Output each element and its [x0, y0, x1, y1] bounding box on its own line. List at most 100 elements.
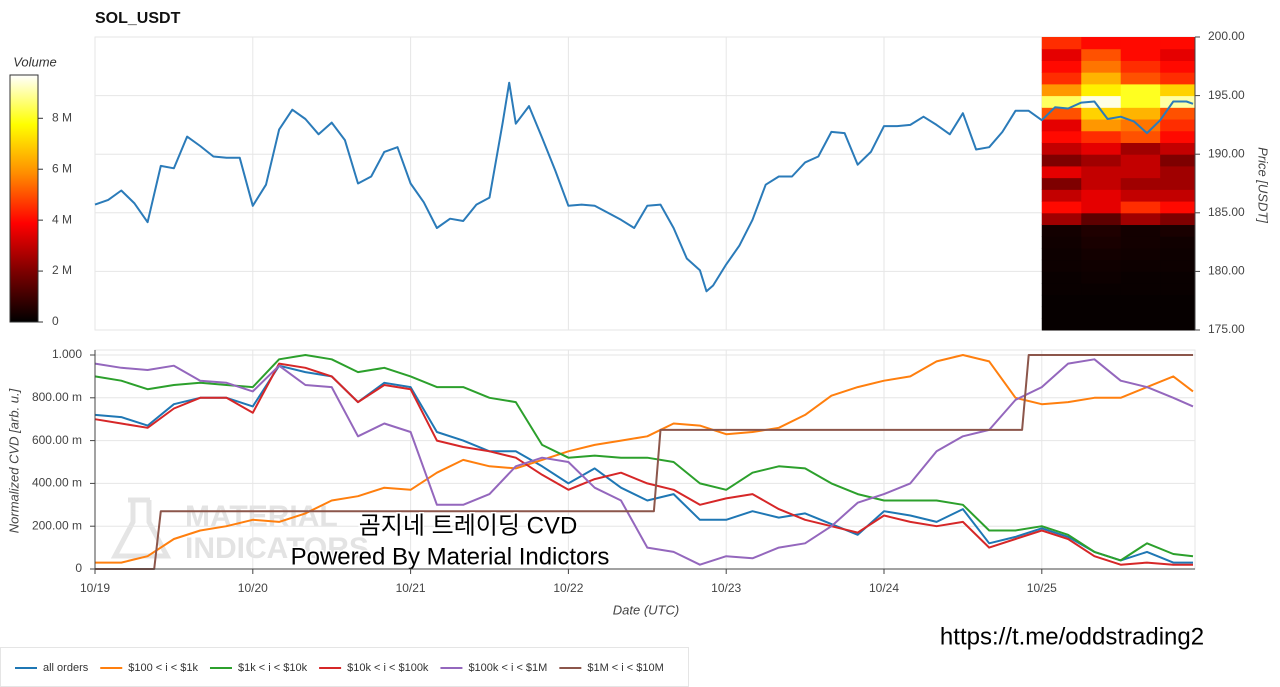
link-text[interactable]: https://t.me/oddstrading2 [940, 623, 1204, 650]
heatmap-cell [1081, 154, 1122, 167]
heatmap-cell [1120, 154, 1161, 167]
colorbar-tick-label: 0 [52, 314, 59, 328]
x-tick-label: 10/25 [1027, 581, 1057, 595]
heatmap-cell [1041, 259, 1082, 272]
heatmap-cell [1081, 60, 1122, 73]
heatmap-cell [1081, 72, 1122, 85]
heatmap-cell [1160, 72, 1196, 85]
heatmap-cell [1041, 130, 1082, 143]
x-axis-title: Date (UTC) [613, 602, 679, 617]
heatmap-cell [1081, 306, 1122, 319]
watermark-text: INDICATORS [185, 532, 369, 565]
heatmap-cell [1041, 60, 1082, 73]
series-line [94, 354, 1194, 562]
heatmap-cell [1160, 318, 1196, 331]
heatmap-cell [1160, 283, 1196, 296]
heatmap-cell [1160, 201, 1196, 214]
y-tick-label: 175.00 [1208, 322, 1245, 336]
y-tick-label: 600.00 m [32, 433, 82, 447]
y-tick-label: 400.00 m [32, 476, 82, 490]
heatmap-cell [1041, 306, 1082, 319]
heatmap-cell [1041, 201, 1082, 214]
series-line [94, 362, 1193, 566]
heatmap-cell [1120, 37, 1161, 50]
heatmap-cell [1041, 247, 1082, 261]
colorbar-tick-label: 8 M [52, 110, 72, 124]
heatmap-cell [1160, 247, 1196, 261]
heatmap-cell [1120, 95, 1161, 108]
heatmap-cell [1120, 271, 1161, 284]
x-tick-label: 10/20 [238, 581, 268, 595]
heatmap-cell [1160, 142, 1196, 155]
heatmap-cell [1120, 130, 1161, 143]
y-tick-label: 195.00 [1208, 88, 1245, 102]
heatmap-cell [1041, 142, 1082, 155]
y-tick-label: 190.00 [1208, 146, 1245, 160]
x-tick-label: 10/22 [553, 581, 583, 595]
price-plot-area [94, 36, 1196, 331]
heatmap-cell [1160, 48, 1196, 61]
heatmap-cell [1041, 294, 1082, 308]
y-tick-label: 180.00 [1208, 264, 1245, 278]
heatmap-cell [1041, 37, 1082, 50]
colorbar-tick-label: 2 M [52, 263, 72, 277]
heatmap-cell [1120, 60, 1161, 73]
heatmap-cell [1081, 119, 1122, 132]
heatmap-cell [1120, 236, 1161, 249]
heatmap-cell [1081, 130, 1122, 143]
heatmap-cell [1081, 224, 1122, 237]
heatmap-cell [1120, 72, 1161, 85]
colorbar [9, 74, 39, 323]
heatmap-cell [1120, 224, 1161, 237]
heatmap-cell [1041, 48, 1082, 61]
heatmap-cell [1120, 83, 1161, 97]
heatmap-cell [1120, 306, 1161, 319]
y-tick-label: 200.00 [1208, 29, 1245, 43]
y-tick-label: 0 [75, 561, 82, 575]
heatmap-cell [1160, 271, 1196, 284]
legend-label: all orders [43, 662, 89, 674]
heatmap-cell [1041, 283, 1082, 296]
heatmap-cell [1081, 259, 1122, 272]
heatmap-cell [1081, 107, 1122, 120]
heatmap-cell [1041, 212, 1082, 226]
heatmap-cell [1081, 83, 1122, 97]
x-tick-label: 10/24 [869, 581, 899, 595]
colorbar-title: Volume [13, 54, 57, 69]
heatmap-cell [1041, 236, 1082, 249]
heatmap-cell [1120, 318, 1161, 331]
legend-label: $1k < i < $10k [238, 662, 308, 674]
heatmap-cell [1081, 318, 1122, 331]
heatmap-cell [1081, 271, 1122, 284]
heatmap-cell [1041, 154, 1082, 167]
heatmap-cell [1081, 212, 1122, 226]
heatmap-cell [1160, 130, 1196, 143]
heatmap-cell [1120, 283, 1161, 296]
heatmap-cell [1041, 271, 1082, 284]
heatmap-cell [1120, 294, 1161, 308]
legend-label: $100 < i < $1k [128, 662, 198, 674]
heatmap-cell [1081, 236, 1122, 249]
heatmap-cell [1081, 189, 1122, 202]
y-tick-label: 800.00 m [32, 390, 82, 404]
heatmap-cell [1041, 177, 1082, 190]
heatmap-cell [1041, 318, 1082, 331]
heatmap-cell [1160, 60, 1196, 73]
watermark: MATERIAL INDICATORS [110, 497, 369, 565]
heatmap-cell [1160, 306, 1196, 319]
heatmap-cell [1081, 142, 1122, 155]
heatmap-cell [1160, 177, 1196, 190]
heatmap-cell [1041, 95, 1082, 108]
y-axis-title: Price [USDT] [1256, 147, 1271, 223]
heatmap-cell [1120, 189, 1161, 202]
heatmap-cell [1081, 201, 1122, 214]
heatmap-cell [1041, 119, 1082, 132]
heatmap-cell [1120, 201, 1161, 214]
x-tick-label: 10/19 [80, 581, 110, 595]
heatmap-cell [1081, 37, 1122, 50]
heatmap-cell [1160, 189, 1196, 202]
y-tick-label: 200.00 m [32, 518, 82, 532]
heatmap-cell [1160, 294, 1196, 308]
heatmap-cell [1120, 48, 1161, 61]
